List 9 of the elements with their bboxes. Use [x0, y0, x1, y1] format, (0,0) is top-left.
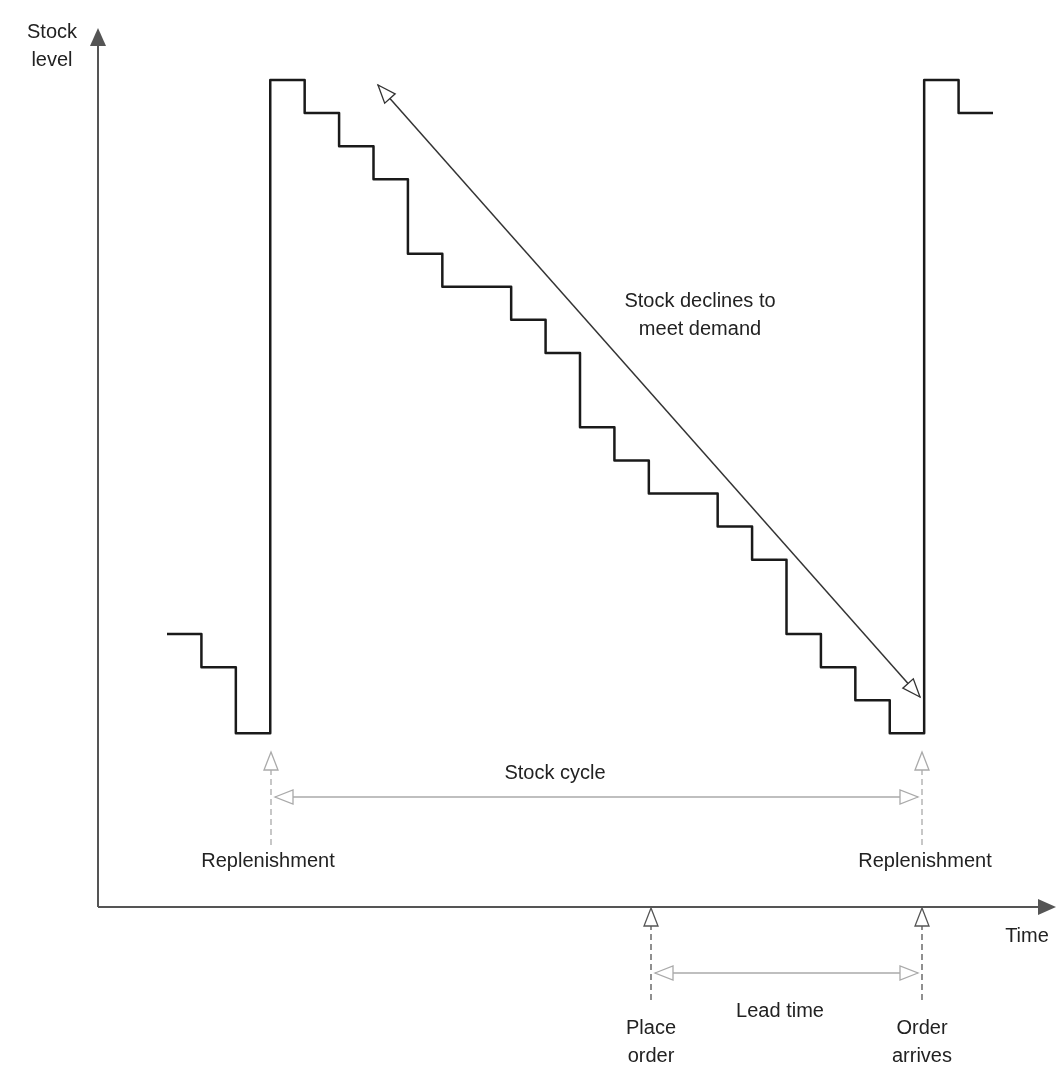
text: Order arrives	[891, 1016, 953, 1066]
x-axis-title: Time	[1005, 924, 1049, 946]
annotation: Stock declines to meet demand	[624, 289, 776, 339]
annotation: Stock cycle	[504, 761, 606, 783]
annotation: Replenishment	[201, 849, 336, 871]
text: Place order	[625, 1016, 677, 1066]
text: Lead time	[736, 999, 824, 1021]
y-axis-title: Stock level	[26, 20, 78, 70]
annotation: Replenishment	[858, 849, 993, 871]
